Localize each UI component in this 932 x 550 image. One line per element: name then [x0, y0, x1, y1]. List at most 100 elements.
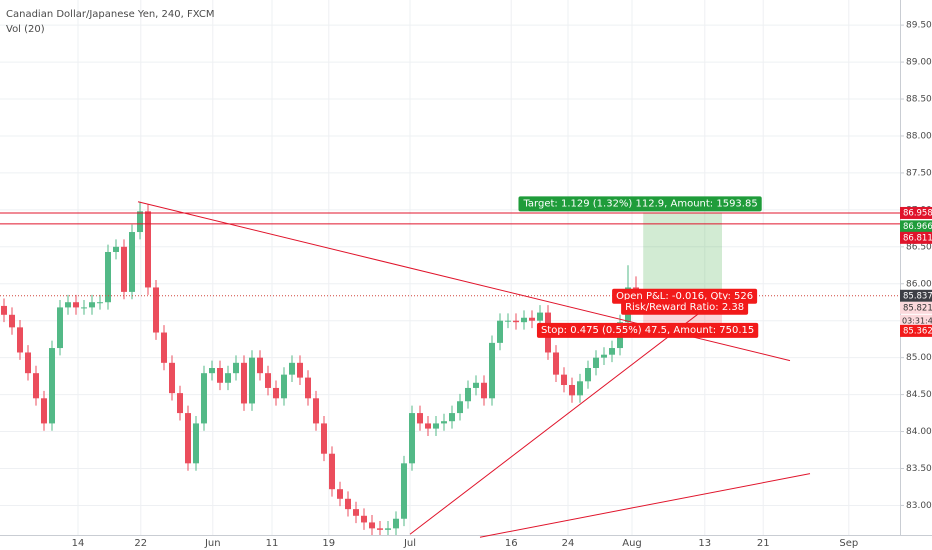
- candle-body: [113, 246, 119, 252]
- candle-body: [473, 382, 479, 388]
- candle-body: [417, 413, 423, 424]
- target-label-box: [518, 196, 762, 212]
- candle-body: [105, 251, 111, 303]
- candle-body: [401, 463, 407, 519]
- rr-label-box: [621, 299, 749, 315]
- target-tag-box: [900, 220, 932, 233]
- price-tag-box: [900, 231, 932, 244]
- x-tick-label: 19: [322, 538, 335, 549]
- candle-body: [153, 287, 159, 333]
- candle-body: [561, 374, 567, 385]
- candle-body: [513, 320, 519, 323]
- stop-label-box: [536, 322, 759, 338]
- candle-body: [273, 387, 279, 399]
- candle-body: [297, 362, 303, 378]
- y-tick-label: 86.000: [906, 279, 932, 289]
- y-tick-label: 84.500: [906, 390, 932, 400]
- target-zone: [643, 212, 722, 296]
- candle-body: [321, 423, 327, 454]
- candle-body: [577, 381, 583, 396]
- stop-label: Stop: 0.475 (0.55%) 47.5, Amount: 750.15: [541, 325, 754, 336]
- y-tick-label: 89.500: [906, 21, 932, 31]
- candle-body: [49, 348, 55, 424]
- candle-body: [241, 362, 247, 404]
- candle-body: [353, 509, 359, 516]
- stop-tag: 85.362: [903, 326, 932, 336]
- candle-body: [601, 354, 607, 358]
- candle-body: [313, 398, 319, 424]
- candle-body: [57, 307, 63, 349]
- candle-body: [369, 522, 375, 529]
- candle-body: [529, 317, 535, 321]
- candle-body: [409, 413, 415, 464]
- y-tick-label: 88.000: [906, 131, 932, 141]
- candle-body: [457, 401, 463, 414]
- x-tick-label: 22: [134, 538, 147, 549]
- candle-body: [89, 302, 95, 308]
- stop-tag-box: [900, 324, 932, 337]
- indicator-label: Vol (20): [6, 24, 45, 35]
- candle-body: [537, 312, 543, 321]
- pnl-label: Open P&L: -0.016, Qty: 526: [616, 291, 753, 302]
- candle-body: [201, 373, 207, 424]
- countdown-box: [900, 314, 932, 327]
- price-tag: 86.958: [903, 208, 932, 218]
- candle-body: [385, 528, 391, 530]
- candle-body: [521, 317, 527, 323]
- candle-body: [489, 342, 495, 399]
- candle-body: [225, 373, 231, 383]
- candle-body: [217, 367, 223, 383]
- candle-body: [129, 232, 135, 292]
- candle-body: [257, 357, 263, 374]
- trendline: [409, 312, 701, 535]
- candle-body: [281, 374, 287, 399]
- x-tick-label: Aug: [622, 538, 642, 549]
- x-tick-label: 13: [698, 538, 711, 549]
- price-tag-box: [900, 301, 932, 314]
- candle-body: [553, 352, 559, 375]
- candle-body: [65, 302, 71, 308]
- candle-body: [441, 421, 447, 424]
- candle-body: [209, 367, 215, 374]
- candle-body: [185, 413, 191, 464]
- x-tick-label: 16: [505, 538, 518, 549]
- candle-body: [73, 302, 79, 308]
- last-price-tag: 85.837: [903, 291, 932, 301]
- candle-body: [361, 515, 367, 523]
- price-tag: 85.821: [903, 303, 932, 313]
- x-tick-label: Jul: [403, 538, 416, 549]
- last-price-tag-box: [900, 289, 932, 302]
- y-tick-label: 88.500: [906, 95, 932, 105]
- candle-body: [345, 498, 351, 510]
- candle-body: [289, 362, 295, 375]
- candle-body: [233, 362, 239, 374]
- x-tick-label: Sep: [839, 538, 858, 549]
- candle-body: [433, 423, 439, 429]
- candle-body: [9, 314, 15, 328]
- candle-body: [33, 373, 39, 399]
- candle-body: [177, 393, 183, 414]
- candle-body: [497, 320, 503, 343]
- candle-body: [609, 348, 615, 355]
- candle-body: [81, 307, 87, 309]
- candle-body: [569, 384, 575, 396]
- candle-body: [1, 305, 7, 315]
- candle-body: [329, 453, 335, 490]
- candle-body: [25, 352, 31, 374]
- candle-body: [585, 367, 591, 382]
- candle-body: [161, 332, 167, 363]
- candle-body: [505, 320, 511, 322]
- candle-body: [145, 211, 151, 288]
- countdown: 03:31:40: [902, 316, 932, 325]
- candle-body: [265, 373, 271, 388]
- y-tick-label: 84.000: [906, 427, 932, 437]
- target-tag: 86.966: [903, 222, 932, 232]
- x-tick-label: 14: [72, 538, 85, 549]
- y-tick-label: 87.500: [906, 168, 932, 178]
- price-tag-box: [900, 206, 932, 219]
- candle-body: [377, 528, 383, 530]
- candle-body: [593, 357, 599, 368]
- x-tick-label: 21: [757, 538, 770, 549]
